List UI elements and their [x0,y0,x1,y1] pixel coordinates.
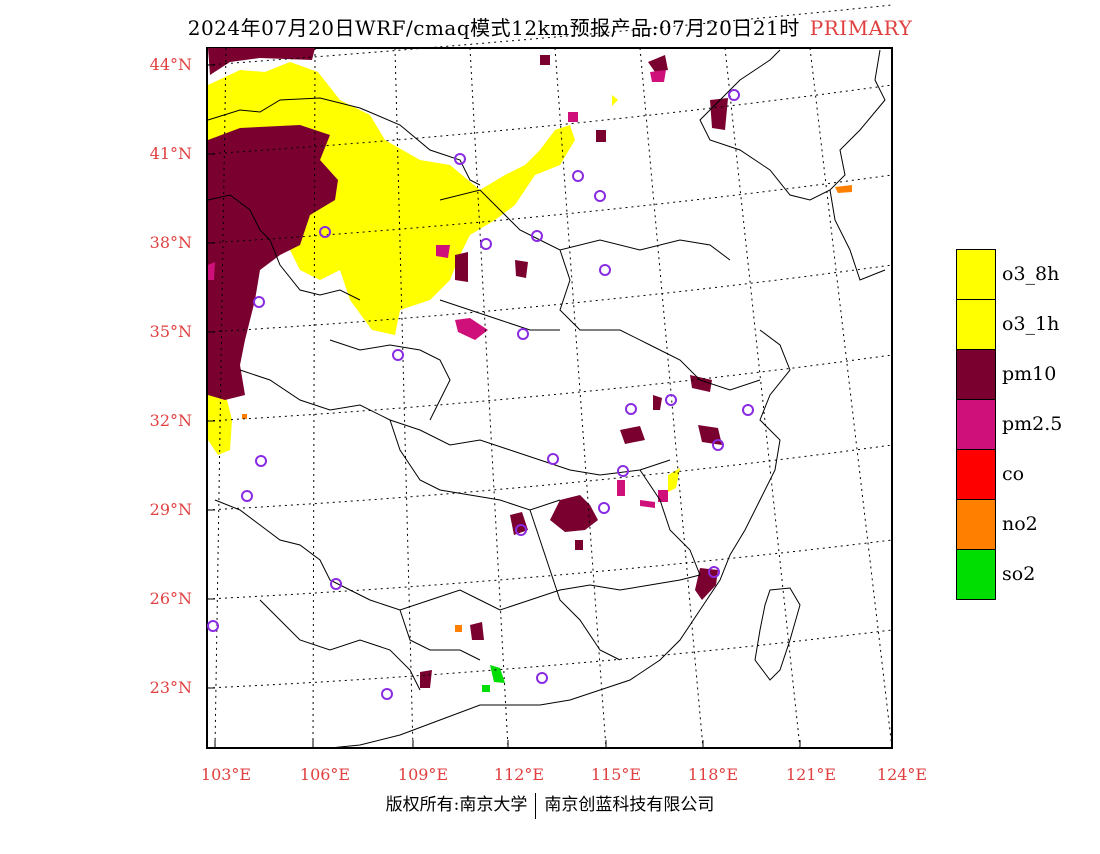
legend-swatch-o3-8h [956,249,996,300]
legend-label-pm25: pm2.5 [1002,413,1063,435]
copyright-footer: 版权所有:南京大学 南京创蓝科技有限公司 [0,790,1100,819]
legend-swatch-pm25 [956,399,996,450]
legend-label-no2: no2 [1002,513,1038,535]
legend-label-pm10: pm10 [1002,363,1057,385]
map-title: 2024年07月20日WRF/cmaq模式12km预报产品:07月20日21时 P… [0,12,1100,41]
pm10-field [208,48,728,688]
legend-label-so2: so2 [1002,563,1036,585]
lon-label-103: 103°E [200,765,252,784]
copyright-right: 南京创蓝科技有限公司 [544,795,715,815]
lat-label-38: 38°N [149,233,192,252]
footer-separator [535,792,537,819]
legend-label-o3-8h: o3_8h [1002,263,1060,285]
legend-swatch-so2 [956,549,996,600]
lon-label-112: 112°E [493,765,545,784]
lat-label-23: 23°N [149,678,192,697]
lat-label-26: 26°N [149,589,192,608]
lat-label-44: 44°N [149,55,192,74]
lat-label-32: 32°N [149,411,192,430]
so2-field [482,665,505,692]
no2-field [242,185,852,632]
boundary-lines [207,49,886,749]
frame-ticks [207,64,893,748]
legend-swatch-co [956,449,996,500]
pm25-field [208,70,668,508]
copyright-left: 版权所有:南京大学 [385,795,528,815]
lat-label-29: 29°N [149,500,192,519]
legend-swatch-no2 [956,499,996,550]
lon-label-124: 124°E [876,765,928,784]
lon-label-109: 109°E [397,765,449,784]
legend-label-co: co [1002,463,1025,485]
legend-item-o3-8h: o3_8h [956,249,1096,300]
lat-label-35: 35°N [149,322,192,341]
station-markers [207,89,754,700]
parallels [206,4,893,689]
legend-item-pm10: pm10 [956,349,1096,400]
legend-item-no2: no2 [956,499,1096,550]
meridians [214,47,893,749]
legend-item-so2: so2 [956,549,1096,600]
legend-item-pm25: pm2.5 [956,399,1096,450]
legend-label-o3-1h: o3_1h [1002,313,1060,335]
pollutant-legend: o3_8h o3_1h pm10 pm2.5 co no2 so2 [956,249,1096,600]
map-title-text: 2024年07月20日WRF/cmaq模式12km预报产品:07月20日21时 [187,16,800,40]
legend-item-co: co [956,449,1096,500]
lon-label-118: 118°E [687,765,739,784]
legend-swatch-o3-1h [956,299,996,350]
lon-label-115: 115°E [590,765,642,784]
lon-label-106: 106°E [299,765,351,784]
lon-label-121: 121°E [785,765,837,784]
lat-label-41: 41°N [149,144,192,163]
legend-swatch-pm10 [956,349,996,400]
legend-item-o3-1h: o3_1h [956,299,1096,350]
primary-tag: PRIMARY [809,16,913,40]
